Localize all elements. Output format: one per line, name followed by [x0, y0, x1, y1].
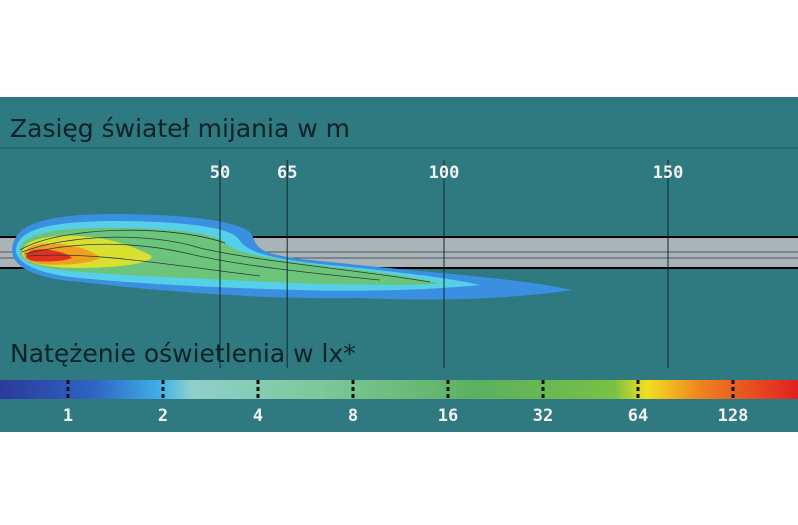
scale-label: 64 — [628, 406, 648, 426]
scale-label: 128 — [718, 406, 749, 426]
distance-label: 50 — [210, 163, 230, 183]
scale-label: 4 — [253, 406, 263, 426]
scale-label: 32 — [533, 406, 553, 426]
beam-pattern — [12, 214, 572, 300]
title: Zasięg świateł mijania w m — [10, 114, 350, 143]
scale-label: 8 — [348, 406, 358, 426]
distance-label: 65 — [277, 163, 297, 183]
scale-label: 1 — [63, 406, 73, 426]
scale-label: 2 — [158, 406, 168, 426]
color-bar — [0, 380, 798, 399]
distance-label: 100 — [429, 163, 460, 183]
distance-label: 150 — [653, 163, 684, 183]
scale-label: 16 — [438, 406, 458, 426]
legend-title: Natężenie oświetlenia w lx* — [10, 339, 356, 368]
